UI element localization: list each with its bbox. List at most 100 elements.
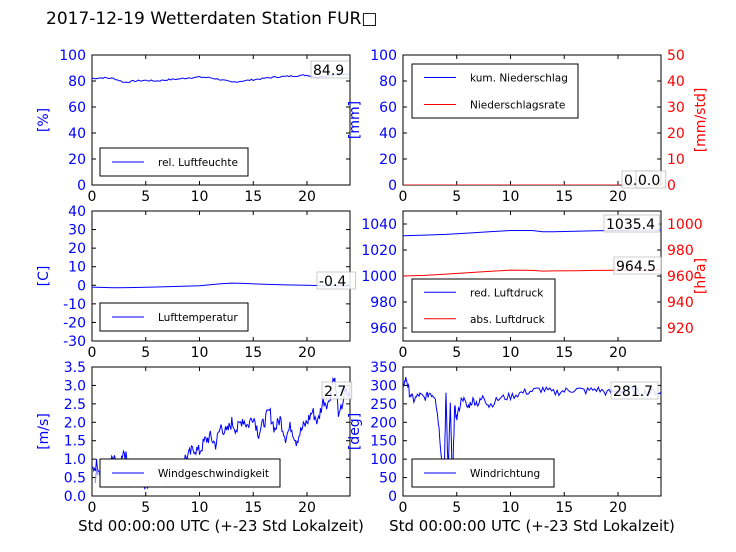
y2-tick-label: 30: [667, 100, 685, 116]
series-line: [403, 376, 661, 486]
y-tick-label: 3.0: [64, 378, 86, 394]
y-tick-label: 50: [379, 471, 397, 487]
y2-tick-label: 920: [667, 321, 694, 337]
value-annotation-box: [316, 271, 356, 290]
y2-tick-label: 940: [667, 295, 694, 311]
y-axis-label: [%]: [36, 108, 52, 132]
value-annotation: 2.7: [324, 384, 346, 400]
y-axis-label: [C]: [36, 266, 52, 287]
x-tick-label: 0: [399, 189, 408, 205]
y-tick-label: 300: [370, 378, 397, 394]
x-tick-label: 15: [244, 345, 262, 361]
x-tick-label: 15: [555, 500, 573, 516]
x-tick-label: 0: [399, 500, 408, 516]
x-tick-label: 15: [555, 189, 573, 205]
legend-label: Windgeschwindigkeit: [158, 468, 269, 480]
y-tick-label: -20: [63, 315, 86, 331]
legend-label: red. Luftdruck: [470, 287, 544, 299]
series-layer: [92, 73, 350, 83]
y-tick-label: 60: [68, 100, 86, 116]
y2-axis-label: [hPa]: [693, 258, 709, 294]
x-tick-label: 5: [141, 345, 150, 361]
y-tick-label: 80: [68, 74, 86, 90]
x-tick-label: 15: [244, 500, 262, 516]
y2-tick-label: 960: [667, 269, 694, 285]
y-tick-label: 40: [379, 126, 397, 142]
y-tick-label: -10: [63, 297, 86, 313]
y-tick-label: 0: [388, 489, 397, 505]
x-tick-label: 5: [452, 345, 461, 361]
y-tick-label: 1040: [361, 217, 397, 233]
y-axis-label: [mm]: [347, 101, 363, 139]
y-tick-label: 350: [370, 360, 397, 376]
y-tick-label: 2.0: [64, 415, 86, 431]
x-tick-label: 10: [191, 345, 209, 361]
x-tick-label: 10: [191, 189, 209, 205]
y2-tick-label: 40: [667, 74, 685, 90]
x-axis-label: Std 00:00:00 UTC (+-23 Std Lokalzeit): [389, 517, 675, 535]
y-tick-label: 2.5: [64, 397, 86, 413]
x-tick-label: 15: [244, 189, 262, 205]
x-tick-label: 20: [298, 345, 316, 361]
figure-title: 2017-12-19 Wetterdaten Station FUR□: [46, 9, 378, 29]
y-tick-label: 10: [68, 260, 86, 276]
x-tick-label: 20: [609, 189, 627, 205]
y-tick-label: 1000: [361, 269, 397, 285]
value-annotation-box: [610, 381, 659, 400]
y-tick-label: 980: [370, 295, 397, 311]
y2-axis-label: [mm/std]: [693, 88, 709, 153]
plot-frame: [91, 366, 351, 497]
series-line: [92, 73, 350, 83]
y-tick-label: 3.5: [64, 360, 86, 376]
value-annotation-box: [613, 256, 662, 275]
y-axis-label: [deg]: [347, 413, 363, 450]
x-axis-label: Std 00:00:00 UTC (+-23 Std Lokalzeit): [78, 517, 364, 535]
chart-temperature: 0 5 10 15 20 -30 -20 -10 0 10 20 30 40 [C] Lufttempera…: [36, 204, 356, 361]
chart-pressure: 0 5 10 15 20 960 980 1000 1020 1040 920 940 960 980 10…: [361, 210, 709, 361]
y2-tick-label: 20: [667, 126, 685, 142]
y-tick-label: 1.0: [64, 452, 86, 468]
y-tick-label: 80: [379, 74, 397, 90]
chart-windspeed: 0 5 10 15 20 0.0 0.5 1.0 1.5 2.0 2.5 3.0 3.5 [m/s] Win…: [36, 360, 353, 516]
plot-frame: [91, 54, 351, 186]
value-annotation-box: [635, 170, 667, 189]
legend-box: [411, 63, 579, 119]
x-tick-label: 10: [502, 345, 520, 361]
y2-tick-label: 10: [667, 152, 685, 168]
y2-tick-label: 980: [667, 243, 694, 259]
y-tick-label: 0.5: [64, 471, 86, 487]
y2-tick-label: 50: [667, 48, 685, 64]
y-tick-label: 200: [370, 415, 397, 431]
y-tick-label: -30: [63, 334, 86, 350]
value-annotation-box: [603, 214, 660, 233]
y-tick-label: 20: [68, 241, 86, 257]
y-tick-label: 0: [77, 178, 86, 194]
y-tick-label: 1.5: [64, 434, 86, 450]
x-tick-label: 10: [502, 500, 520, 516]
x-tick-label: 10: [502, 189, 520, 205]
chart-precip: 0 5 10 15 20 0 20 40 60 80 100 0 10 20 30 40 50 [mm] [mm/s…: [347, 48, 709, 205]
legend-box: [411, 278, 556, 333]
y-tick-label: 20: [379, 152, 397, 168]
y-tick-label: 30: [68, 223, 86, 239]
y-tick-label: 0: [388, 178, 397, 194]
x-tick-label: 5: [452, 189, 461, 205]
y-tick-label: 60: [379, 100, 397, 116]
y-tick-label: 40: [68, 204, 86, 220]
y-tick-label: 40: [68, 126, 86, 142]
y-tick-label: 0: [77, 278, 86, 294]
plot-frame: [402, 366, 662, 497]
x-tick-label: 0: [88, 345, 97, 361]
y-tick-label: 100: [370, 48, 397, 64]
value-annotation: 964.5: [616, 259, 656, 275]
y-tick-label: 1020: [361, 243, 397, 259]
legend-label: Lufttemperatur: [158, 312, 238, 324]
x-tick-label: 15: [555, 345, 573, 361]
series-line: [92, 282, 350, 289]
x-tick-label: 20: [609, 500, 627, 516]
x-tick-label: 0: [399, 345, 408, 361]
value-annotation-box: [321, 381, 353, 400]
legend-label: kum. Niederschlag: [470, 73, 568, 85]
chart-humidity: 0 5 10 15 20 0 20 40 60 80 100 [%] rel. Luftfeuchte 8…: [36, 48, 351, 205]
